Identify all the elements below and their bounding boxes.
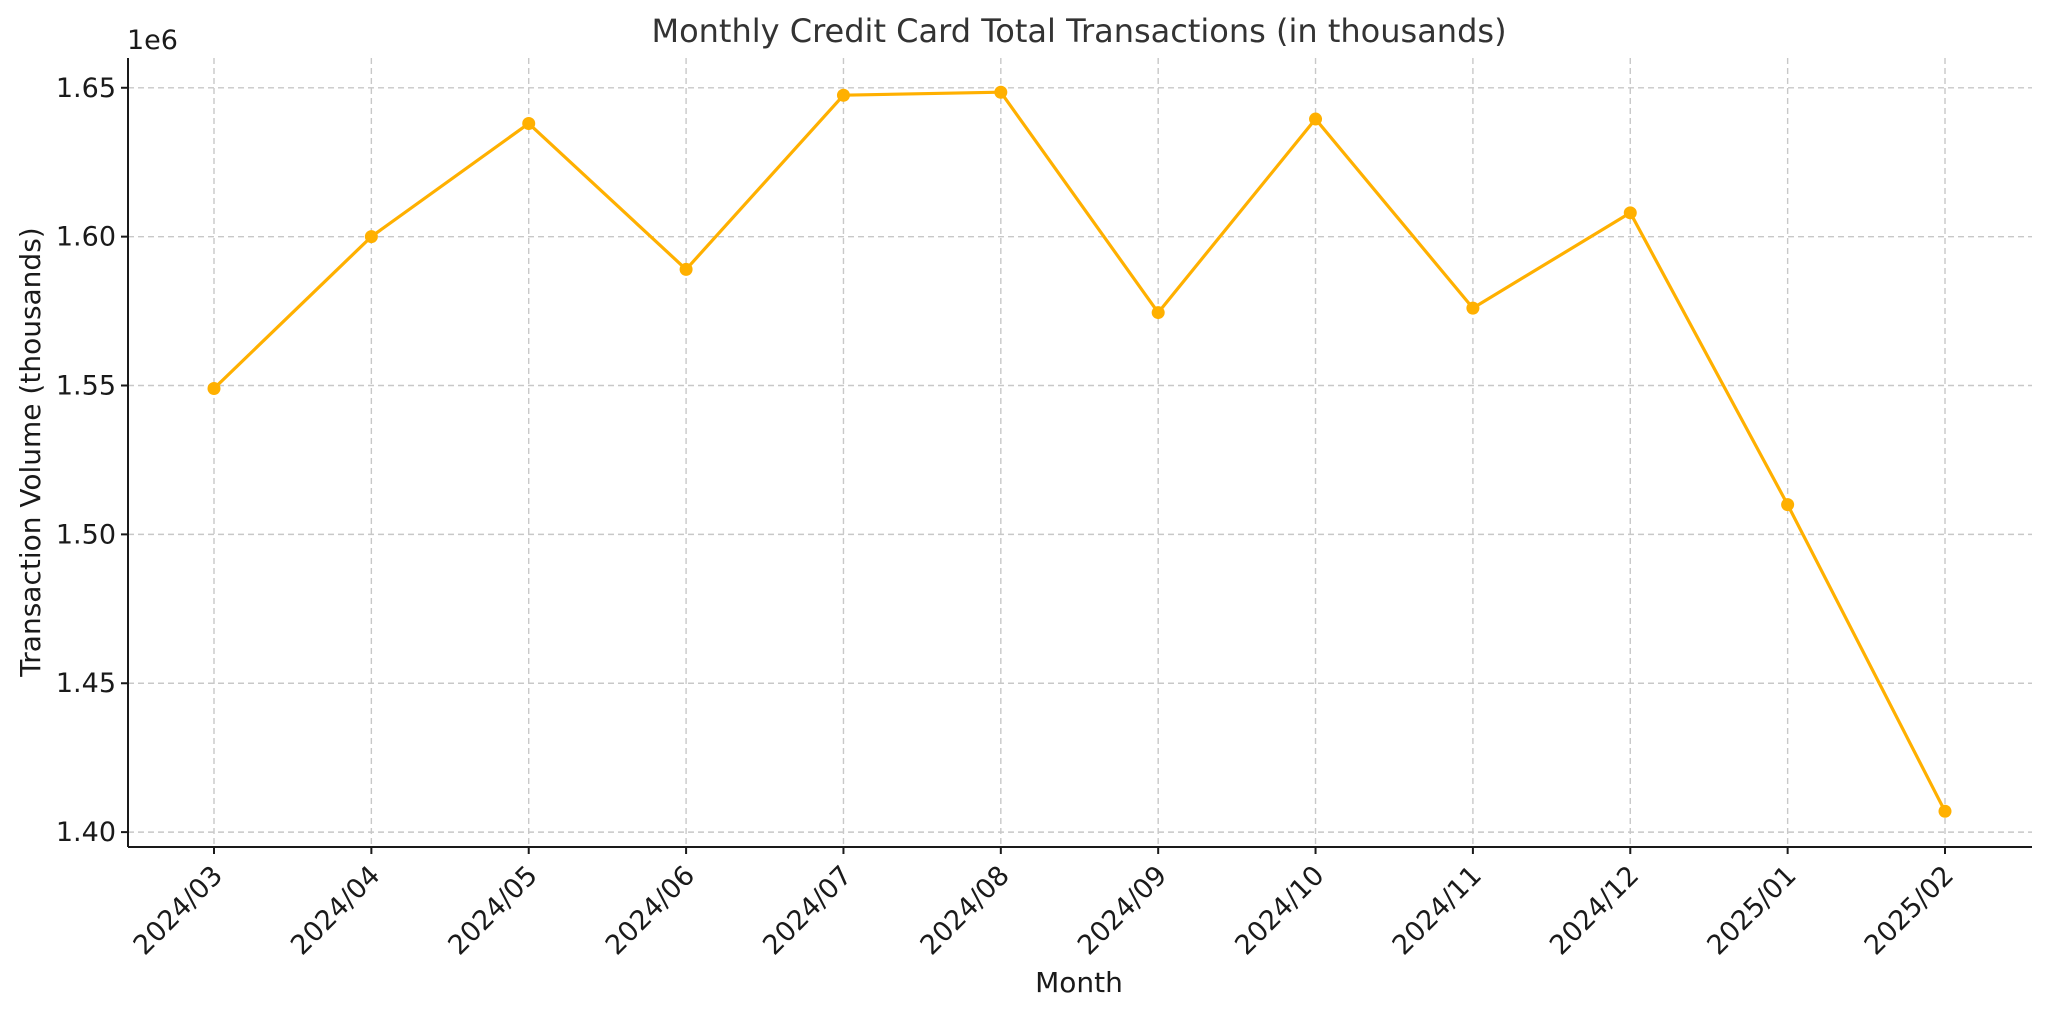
x-tick-label: 2024/09 — [1072, 860, 1173, 961]
x-tick-label: 2024/04 — [285, 860, 386, 961]
y-tick-label: 1.65 — [56, 73, 116, 104]
grid — [128, 58, 2032, 847]
x-tick-label: 2025/01 — [1701, 860, 1802, 961]
data-point — [1466, 301, 1480, 315]
data-point — [836, 88, 850, 102]
y-tick-label: 1.40 — [56, 817, 116, 848]
data-point — [679, 262, 693, 276]
chart-title: Monthly Credit Card Total Transactions (… — [651, 12, 1506, 50]
data-point — [364, 230, 378, 244]
series-line — [212, 90, 1947, 813]
y-tick-label: 1.45 — [56, 668, 116, 699]
y-tick-label: 1.50 — [56, 519, 116, 550]
x-tick-label: 2024/11 — [1387, 860, 1488, 961]
data-point — [994, 85, 1008, 99]
x-tick-label: 2024/07 — [757, 860, 858, 961]
data-point — [522, 117, 536, 131]
y-axis-offset-label: 1e6 — [127, 25, 178, 56]
series — [207, 85, 1952, 818]
y-tick-label: 1.55 — [56, 371, 116, 402]
x-tick-label: 2024/03 — [128, 860, 229, 961]
axes — [127, 58, 2032, 848]
x-tick-label: 2024/08 — [915, 860, 1016, 961]
data-point — [1938, 804, 1952, 818]
x-tick-label: 2024/05 — [442, 860, 543, 961]
x-axis-label: Month — [1035, 966, 1123, 999]
data-point — [1309, 112, 1323, 126]
data-point — [1623, 206, 1637, 220]
y-axis-label: Transaction Volume (thousands) — [14, 227, 47, 677]
y-tick-label: 1.60 — [56, 222, 116, 253]
x-ticks: 2024/03 2024/04 2024/05 2024/06 2024/07 2024/… — [128, 847, 1960, 961]
x-tick-label: 2024/06 — [600, 860, 701, 961]
x-tick-label: 2024/12 — [1544, 860, 1645, 961]
y-ticks: 1.40 1.45 1.50 1.55 1.60 1.65 — [56, 73, 128, 848]
x-tick-label: 2025/02 — [1859, 860, 1960, 961]
data-point — [207, 381, 221, 395]
data-point — [1781, 498, 1795, 512]
x-tick-label: 2024/10 — [1229, 860, 1330, 961]
data-point — [1151, 306, 1165, 320]
